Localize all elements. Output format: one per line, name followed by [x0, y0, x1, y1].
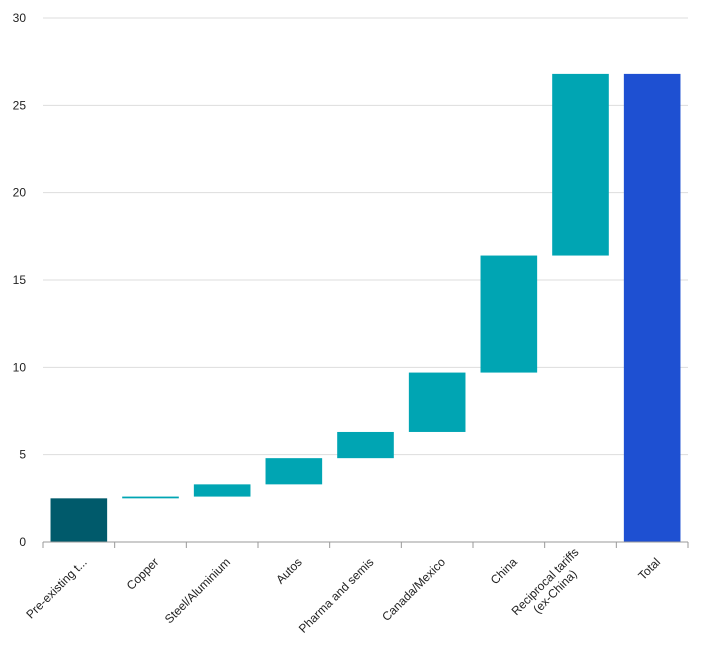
y-tick-label: 5: [19, 448, 26, 462]
x-tick-label: Pharma and semis: [296, 555, 377, 636]
x-tick-label: Total: [635, 555, 663, 583]
y-tick-label: 10: [13, 360, 27, 374]
y-tick-label: 30: [13, 11, 27, 25]
x-tick-label: Reciprocal tariffs(ex-China): [509, 545, 592, 628]
bar-steel-aluminium: [193, 484, 251, 497]
bar-pre-existing-t: [50, 498, 108, 542]
gridlines: [43, 17, 688, 456]
bar-total: [623, 73, 681, 542]
y-axis-tick-labels: 0 5 10 15 20 25 30: [13, 11, 27, 549]
bar-china: [480, 255, 538, 373]
y-tick-label: 25: [13, 98, 27, 112]
x-axis: [42, 541, 689, 548]
x-tick-label: China: [488, 555, 520, 587]
x-tick-label: Steel/Aluminium: [162, 555, 233, 626]
bar-copper: [122, 496, 179, 499]
y-tick-label: 0: [19, 535, 26, 549]
x-tick-label: Pre-existing t...: [23, 555, 89, 621]
bar-reciprocal-tariffs-ex-china: [552, 73, 609, 256]
y-tick-label: 15: [13, 273, 27, 287]
bars: [50, 73, 681, 542]
bar-canada-mexico: [408, 372, 466, 432]
bar-autos: [265, 458, 323, 485]
x-tick-label: Copper: [124, 555, 162, 593]
x-tick-label: Canada/Mexico: [379, 555, 448, 624]
x-tick-label: Autos: [273, 555, 305, 587]
bar-pharma-and-semis: [337, 431, 394, 459]
x-axis-tick-labels: Pre-existing t... Copper Steel/Aluminium Au…: [23, 545, 663, 636]
y-tick-label: 20: [13, 186, 27, 200]
